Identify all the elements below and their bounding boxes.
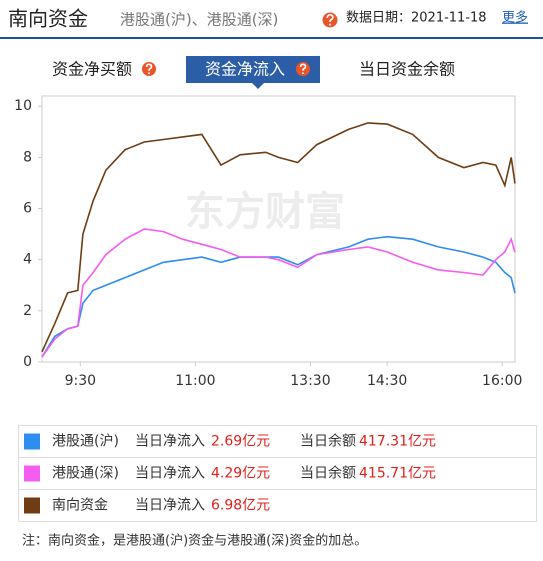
title: 南向资金 — [8, 7, 88, 31]
y-tick-label: 0 — [23, 354, 32, 370]
x-tick-label: 14:30 — [367, 373, 407, 389]
help-icon[interactable] — [296, 62, 310, 76]
subtitle: 港股通(沪)、港股通(深) — [120, 11, 278, 29]
balance-value: 417.31亿元 — [359, 434, 436, 450]
note: 注：南向资金，是港股通(沪)资金与港股通(深)资金的加总。 — [22, 533, 367, 549]
legend-swatch — [24, 433, 40, 450]
header-rule — [0, 37, 543, 39]
summary-box — [18, 425, 537, 522]
balance-value: 415.71亿元 — [359, 466, 436, 482]
series-line — [41, 235, 516, 358]
more-link[interactable]: 更多 — [502, 10, 528, 26]
legend-name: 南向资金 — [52, 498, 108, 514]
x-tick-label: 9:30 — [65, 373, 96, 389]
tab[interactable]: 资金净买额 — [52, 60, 132, 79]
tab[interactable]: 当日资金余额 — [359, 60, 455, 79]
balance-label: 当日余额 — [300, 465, 356, 482]
help-icon[interactable] — [142, 62, 156, 76]
legend-name: 港股通(沪) — [52, 434, 119, 450]
balance-label: 当日余额 — [300, 433, 356, 450]
x-tick-label: 11:00 — [175, 373, 215, 389]
legend-swatch — [24, 465, 40, 482]
date-label: 数据日期：2021-11-18 — [346, 11, 487, 26]
x-tick-label: 16:00 — [482, 373, 522, 389]
inflow-value: 6.98亿元 — [211, 498, 270, 514]
tab-pointer — [252, 83, 264, 89]
help-icon[interactable] — [322, 12, 338, 28]
inflow-value: 2.69亿元 — [211, 434, 270, 450]
x-tick-label: 13:30 — [290, 373, 330, 389]
y-tick-label: 8 — [23, 149, 32, 165]
inflow-label: 当日净流入 — [135, 466, 205, 482]
inflow-label: 当日净流入 — [135, 498, 205, 514]
y-tick-label: 6 — [23, 201, 32, 217]
plot-frame — [41, 95, 516, 363]
series-line — [41, 228, 516, 358]
watermark: 东方财富 — [185, 189, 345, 235]
y-tick-label: 2 — [23, 303, 32, 319]
y-tick-label: 4 — [23, 252, 32, 268]
legend-swatch — [24, 497, 40, 514]
legend-name: 港股通(深) — [52, 466, 119, 482]
inflow-value: 4.29亿元 — [211, 466, 270, 482]
tab[interactable]: 资金净流入 — [205, 60, 285, 79]
y-tick-label: 10 — [14, 98, 32, 114]
inflow-label: 当日净流入 — [135, 434, 205, 450]
series-line — [41, 122, 516, 353]
